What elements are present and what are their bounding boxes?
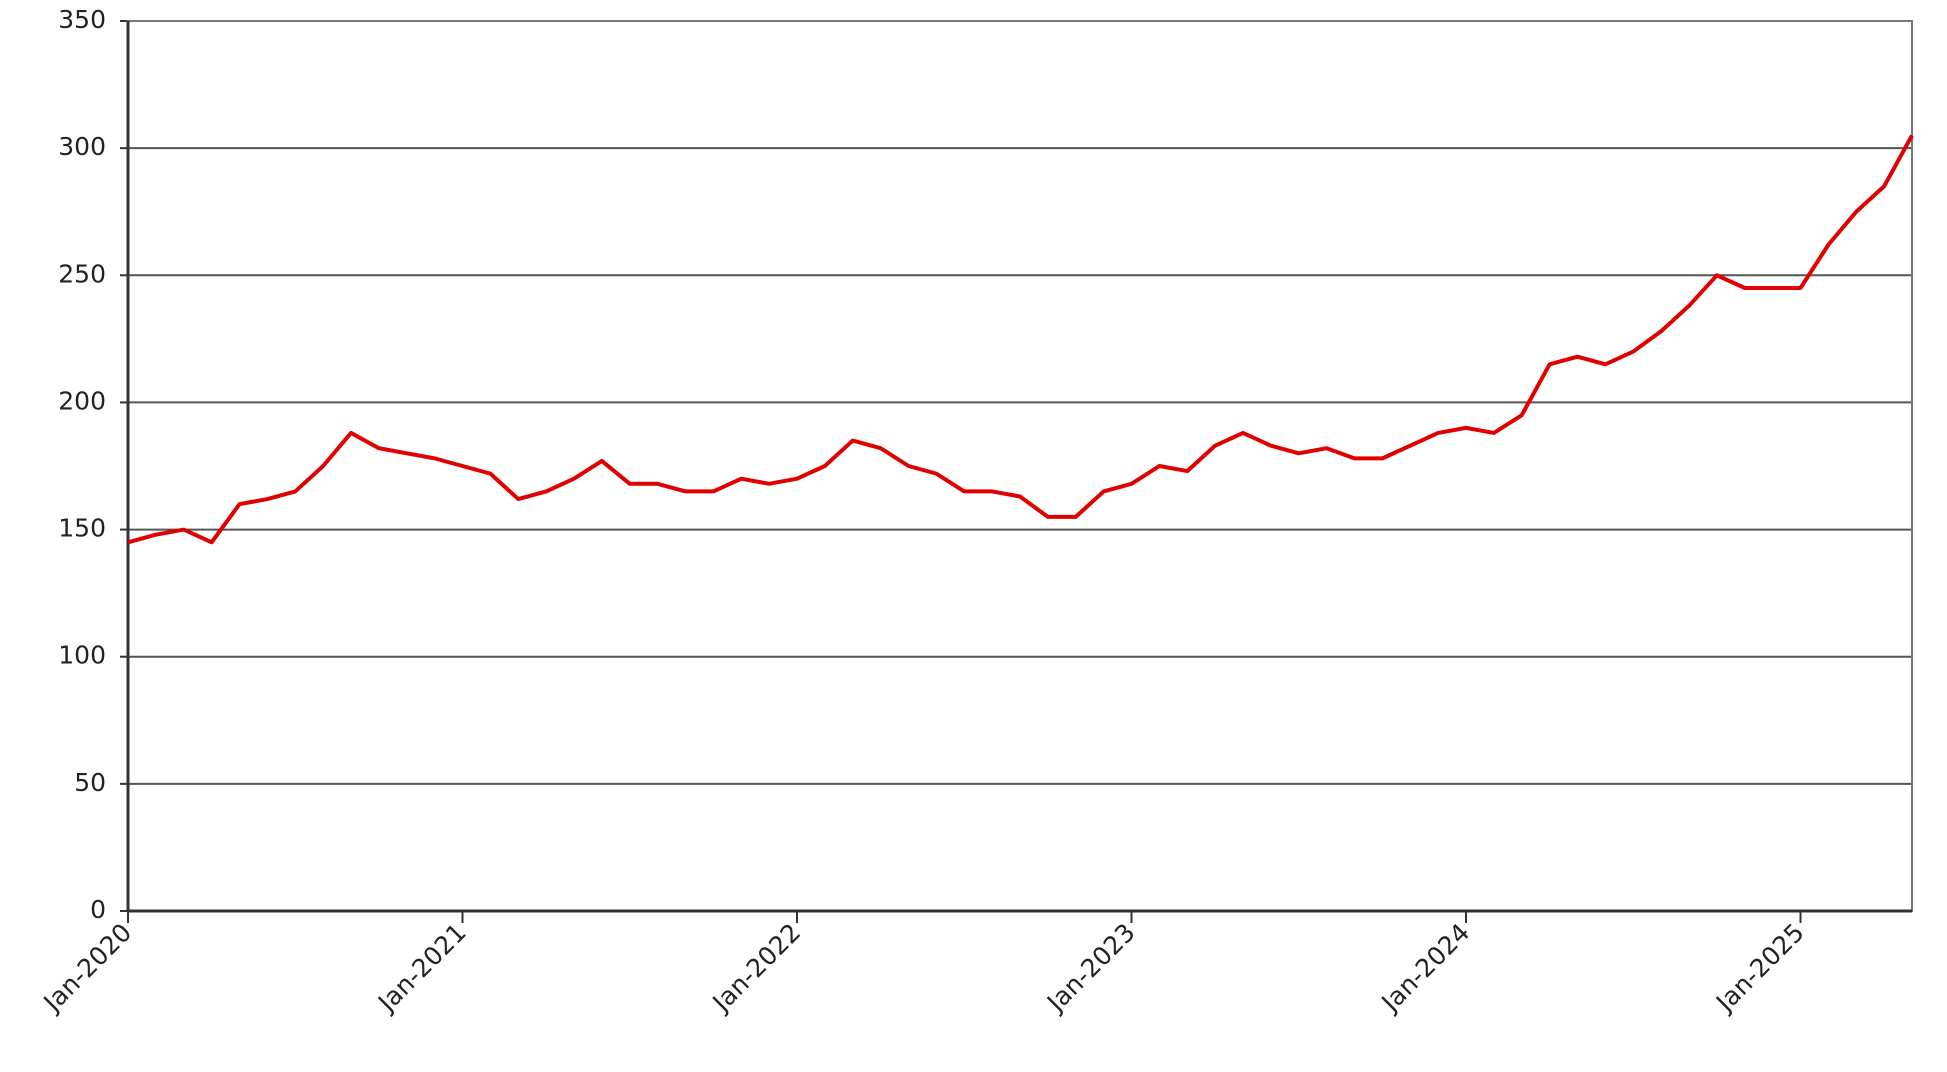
plot-frame (127, 20, 1913, 912)
y-tick-label: 0 (90, 895, 106, 924)
x-tick-label: Jan-2022 (706, 918, 807, 1019)
y-tick-label: 200 (58, 386, 106, 415)
y-tick-label: 250 (58, 259, 106, 288)
y-tick-label: 300 (58, 132, 106, 161)
x-tick-label: Jan-2023 (1040, 918, 1141, 1019)
y-tick-label: 150 (58, 514, 106, 543)
price-line (127, 134, 1914, 545)
x-tick-label: Jan-2025 (1709, 918, 1810, 1019)
y-tick-label: 100 (58, 641, 106, 670)
x-tick-label: Jan-2021 (371, 918, 472, 1019)
x-tick-label: Jan-2024 (1375, 918, 1476, 1019)
y-tick-label: 350 (58, 5, 106, 34)
y-tick-label: 50 (74, 768, 106, 797)
x-tick-label: Jan-2020 (37, 918, 138, 1019)
